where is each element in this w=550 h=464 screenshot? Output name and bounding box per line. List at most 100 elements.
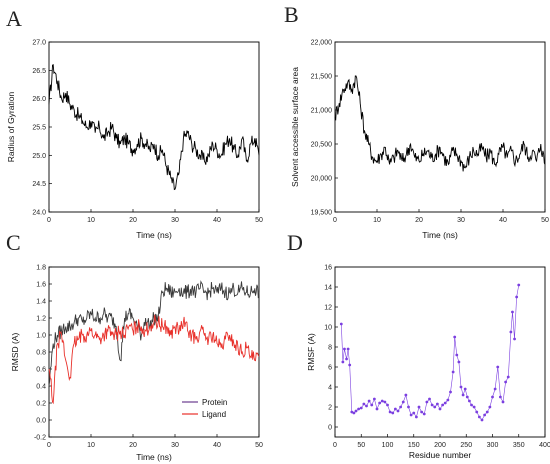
series-line-ligand	[48, 314, 260, 405]
data-point	[401, 400, 405, 404]
x-axis-label: Time (ns)	[422, 230, 458, 240]
data-point	[359, 406, 363, 410]
y-tick-label: 19,500	[311, 210, 333, 217]
y-tick-label: 16	[324, 265, 332, 272]
x-tick-label: 40	[213, 442, 221, 449]
data-point	[388, 410, 392, 414]
x-tick-label: 30	[457, 217, 465, 224]
data-point	[472, 405, 476, 409]
data-point	[346, 347, 350, 351]
data-point	[343, 347, 346, 351]
data-point	[409, 413, 413, 417]
data-point	[417, 405, 421, 409]
y-tick-label: 0.6	[36, 367, 46, 374]
x-tick-label: 0	[47, 442, 51, 449]
data-point	[438, 407, 442, 411]
series-line-1	[48, 63, 260, 191]
x-axis-ticks: 0 10 20 30 40 50	[333, 209, 549, 224]
data-point	[491, 395, 494, 399]
x-tick-label: 10	[87, 217, 95, 224]
x-tick-label: 30	[171, 442, 179, 449]
data-point	[496, 365, 500, 369]
y-tick-label: 24.5	[32, 181, 46, 188]
y-tick-label: 6	[328, 365, 332, 372]
y-axis-label: RMSD (A)	[10, 332, 20, 371]
x-tick-label: 100	[382, 442, 394, 449]
x-axis-ticks: 0 50 100 150 200 250 300 350 400	[333, 434, 550, 449]
plot-frame	[48, 41, 260, 213]
data-point	[453, 335, 457, 339]
data-point	[357, 407, 361, 411]
x-tick-label: 10	[87, 442, 95, 449]
plot-frame	[48, 266, 260, 438]
y-tick-label: 14	[324, 285, 332, 292]
data-point	[506, 375, 510, 379]
y-axis-ticks: -0.2 0.0 0.2 0.4 0.6 0.8 1.0 1.2 1.4 1.6 1.8	[34, 265, 52, 442]
y-axis-label: Solvent accessible surface area	[290, 67, 300, 187]
legend: Protein Ligand	[182, 398, 227, 419]
chart-panel-c: -0.2 0.0 0.2 0.4 0.6 0.8 1.0 1.2 1.4 1.6 1.8 0 10 20…	[10, 265, 263, 463]
series-group	[334, 75, 546, 172]
data-point	[493, 387, 497, 391]
data-point	[475, 410, 479, 414]
y-tick-label: 2	[328, 405, 332, 412]
y-tick-label: 1.0	[36, 333, 46, 340]
panel-letter-c: C	[6, 230, 21, 255]
x-axis-ticks: 0 10 20 30 40 50	[47, 209, 263, 224]
panel-letter-a: A	[6, 6, 22, 31]
plot-frame	[334, 41, 546, 213]
y-tick-label: 0.4	[36, 384, 46, 391]
x-tick-label: 20	[129, 217, 137, 224]
x-tick-label: 50	[255, 442, 263, 449]
data-point	[515, 295, 519, 299]
y-tick-label: 24.0	[32, 210, 46, 217]
y-tick-label: 20,000	[311, 176, 333, 183]
chart-panel-a: 24.0 24.5 25.0 25.5 26.0 26.5 27.0 0 10 20 30 40 50…	[6, 40, 263, 241]
y-axis-ticks: 0 2 4 6 8 10 12 14 16	[324, 265, 338, 432]
data-point	[428, 397, 431, 401]
data-point	[465, 395, 469, 399]
data-point	[362, 402, 366, 406]
y-tick-label: 0	[328, 425, 332, 432]
data-point	[443, 401, 447, 405]
data-point	[422, 412, 426, 416]
x-tick-label: 250	[460, 442, 472, 449]
y-axis-label: Radius of Gyration	[6, 92, 16, 163]
data-point	[511, 310, 514, 314]
data-point	[367, 399, 371, 403]
data-point	[391, 411, 395, 415]
data-point	[459, 385, 463, 389]
data-point	[441, 403, 445, 407]
data-point	[396, 409, 400, 413]
data-point	[430, 403, 434, 407]
data-point	[380, 399, 384, 403]
data-point	[501, 400, 505, 404]
legend-label-ligand: Ligand	[202, 410, 226, 419]
data-point	[348, 363, 352, 367]
data-point	[509, 330, 513, 334]
y-tick-label: 21,500	[311, 74, 333, 81]
data-point	[345, 357, 348, 361]
data-point	[463, 387, 467, 391]
x-tick-label: 50	[541, 217, 549, 224]
x-axis-label: Time (ns)	[136, 452, 172, 462]
data-point	[461, 393, 465, 397]
y-tick-label: 21,000	[311, 108, 333, 115]
data-point	[365, 404, 368, 408]
data-point	[451, 370, 455, 374]
x-tick-label: 0	[333, 217, 337, 224]
x-tick-label: 50	[255, 217, 263, 224]
panel-letter-d: D	[287, 230, 303, 255]
data-point	[457, 360, 461, 364]
data-point	[414, 415, 418, 419]
x-tick-label: 20	[129, 442, 137, 449]
data-point	[433, 405, 437, 409]
y-tick-label: 1.2	[36, 316, 46, 323]
y-tick-label: 20,500	[311, 142, 333, 149]
x-tick-label: 50	[357, 442, 365, 449]
data-point	[455, 353, 459, 357]
data-point	[399, 405, 403, 409]
data-point	[435, 402, 439, 406]
y-tick-label: 1.4	[36, 299, 46, 306]
x-tick-label: 150	[408, 442, 420, 449]
